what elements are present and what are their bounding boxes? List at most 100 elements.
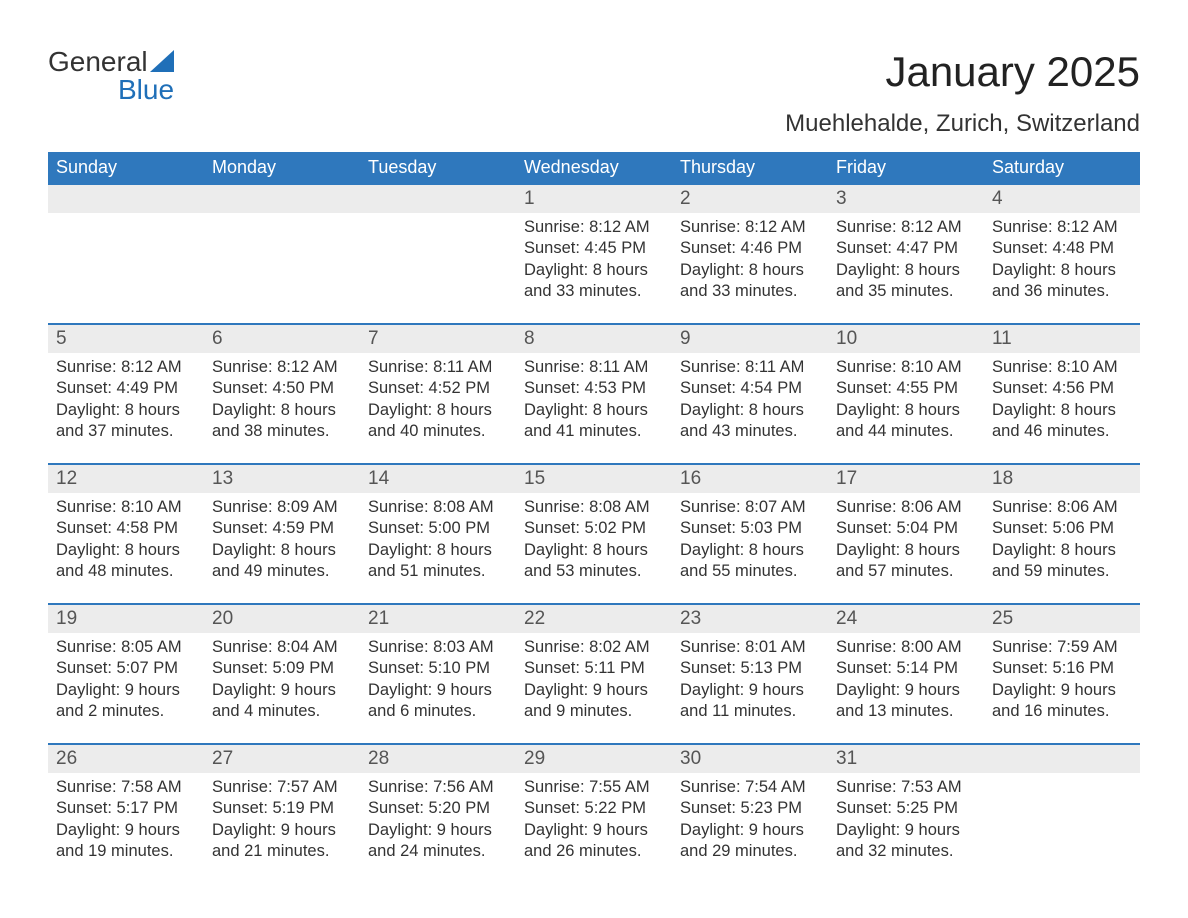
sunrise-text: Sunrise: 8:06 AM <box>836 497 976 518</box>
day-data: Sunrise: 8:10 AMSunset: 4:55 PMDaylight:… <box>828 353 984 453</box>
daylight-line2: and 26 minutes. <box>524 841 664 862</box>
day-number: 4 <box>984 185 1140 213</box>
sunset-text: Sunset: 5:19 PM <box>212 798 352 819</box>
day-data: Sunrise: 8:02 AMSunset: 5:11 PMDaylight:… <box>516 633 672 733</box>
day-number: 21 <box>360 605 516 633</box>
day-number: 16 <box>672 465 828 493</box>
daylight-line2: and 33 minutes. <box>524 281 664 302</box>
day-number: 2 <box>672 185 828 213</box>
daylight-line1: Daylight: 9 hours <box>368 680 508 701</box>
sunrise-text: Sunrise: 8:05 AM <box>56 637 196 658</box>
day-number: 28 <box>360 745 516 773</box>
day-cell: 28Sunrise: 7:56 AMSunset: 5:20 PMDayligh… <box>360 743 516 883</box>
day-cell: 12Sunrise: 8:10 AMSunset: 4:58 PMDayligh… <box>48 463 204 603</box>
day-header: Thursday <box>672 152 828 183</box>
day-cell <box>360 183 516 323</box>
day-data: Sunrise: 8:04 AMSunset: 5:09 PMDaylight:… <box>204 633 360 733</box>
day-data: Sunrise: 8:11 AMSunset: 4:54 PMDaylight:… <box>672 353 828 453</box>
sunset-text: Sunset: 4:53 PM <box>524 378 664 399</box>
day-data: Sunrise: 8:08 AMSunset: 5:00 PMDaylight:… <box>360 493 516 593</box>
calendar-body: 1Sunrise: 8:12 AMSunset: 4:45 PMDaylight… <box>48 183 1140 883</box>
daylight-line2: and 51 minutes. <box>368 561 508 582</box>
daylight-line2: and 2 minutes. <box>56 701 196 722</box>
day-number: 29 <box>516 745 672 773</box>
daylight-line1: Daylight: 8 hours <box>524 540 664 561</box>
daynum-bar-empty <box>204 183 360 213</box>
sunset-text: Sunset: 5:03 PM <box>680 518 820 539</box>
sunrise-text: Sunrise: 8:08 AM <box>368 497 508 518</box>
day-cell: 10Sunrise: 8:10 AMSunset: 4:55 PMDayligh… <box>828 323 984 463</box>
day-data: Sunrise: 7:59 AMSunset: 5:16 PMDaylight:… <box>984 633 1140 733</box>
day-data: Sunrise: 8:00 AMSunset: 5:14 PMDaylight:… <box>828 633 984 733</box>
day-cell: 16Sunrise: 8:07 AMSunset: 5:03 PMDayligh… <box>672 463 828 603</box>
daylight-line2: and 41 minutes. <box>524 421 664 442</box>
daylight-line1: Daylight: 8 hours <box>368 540 508 561</box>
daylight-line1: Daylight: 9 hours <box>992 680 1132 701</box>
brand-word1: General <box>48 48 148 76</box>
daylight-line2: and 48 minutes. <box>56 561 196 582</box>
day-cell: 5Sunrise: 8:12 AMSunset: 4:49 PMDaylight… <box>48 323 204 463</box>
day-number: 12 <box>48 465 204 493</box>
daylight-line1: Daylight: 9 hours <box>836 820 976 841</box>
daylight-line1: Daylight: 8 hours <box>368 400 508 421</box>
sunset-text: Sunset: 4:49 PM <box>56 378 196 399</box>
day-number: 3 <box>828 185 984 213</box>
day-header-row: SundayMondayTuesdayWednesdayThursdayFrid… <box>48 152 1140 183</box>
sunrise-text: Sunrise: 8:06 AM <box>992 497 1132 518</box>
sunrise-text: Sunrise: 7:54 AM <box>680 777 820 798</box>
sunset-text: Sunset: 4:56 PM <box>992 378 1132 399</box>
day-cell: 14Sunrise: 8:08 AMSunset: 5:00 PMDayligh… <box>360 463 516 603</box>
daynum-bar: 8 <box>516 323 672 353</box>
day-data: Sunrise: 8:09 AMSunset: 4:59 PMDaylight:… <box>204 493 360 593</box>
day-number: 7 <box>360 325 516 353</box>
daylight-line2: and 36 minutes. <box>992 281 1132 302</box>
daynum-bar: 16 <box>672 463 828 493</box>
sunset-text: Sunset: 5:04 PM <box>836 518 976 539</box>
sunrise-text: Sunrise: 8:07 AM <box>680 497 820 518</box>
day-data: Sunrise: 8:06 AMSunset: 5:06 PMDaylight:… <box>984 493 1140 593</box>
daylight-line2: and 38 minutes. <box>212 421 352 442</box>
day-number: 17 <box>828 465 984 493</box>
day-data: Sunrise: 8:12 AMSunset: 4:45 PMDaylight:… <box>516 213 672 313</box>
day-header: Sunday <box>48 152 204 183</box>
day-cell: 19Sunrise: 8:05 AMSunset: 5:07 PMDayligh… <box>48 603 204 743</box>
daynum-bar: 13 <box>204 463 360 493</box>
day-header: Wednesday <box>516 152 672 183</box>
day-number: 13 <box>204 465 360 493</box>
daynum-bar-empty <box>360 183 516 213</box>
daynum-bar: 25 <box>984 603 1140 633</box>
sunrise-text: Sunrise: 7:57 AM <box>212 777 352 798</box>
sunrise-text: Sunrise: 8:12 AM <box>56 357 196 378</box>
daylight-line1: Daylight: 8 hours <box>524 260 664 281</box>
day-number: 20 <box>204 605 360 633</box>
sunrise-text: Sunrise: 7:55 AM <box>524 777 664 798</box>
day-cell: 20Sunrise: 8:04 AMSunset: 5:09 PMDayligh… <box>204 603 360 743</box>
daynum-bar: 31 <box>828 743 984 773</box>
day-header: Saturday <box>984 152 1140 183</box>
sunrise-text: Sunrise: 7:53 AM <box>836 777 976 798</box>
day-data: Sunrise: 8:12 AMSunset: 4:47 PMDaylight:… <box>828 213 984 313</box>
daylight-line2: and 46 minutes. <box>992 421 1132 442</box>
brand-word2: Blue <box>118 76 180 104</box>
daynum-bar: 14 <box>360 463 516 493</box>
daylight-line1: Daylight: 8 hours <box>56 540 196 561</box>
sunrise-text: Sunrise: 8:02 AM <box>524 637 664 658</box>
day-number: 11 <box>984 325 1140 353</box>
daynum-bar: 24 <box>828 603 984 633</box>
sunset-text: Sunset: 4:45 PM <box>524 238 664 259</box>
day-number: 27 <box>204 745 360 773</box>
day-number: 18 <box>984 465 1140 493</box>
day-number: 14 <box>360 465 516 493</box>
day-cell: 24Sunrise: 8:00 AMSunset: 5:14 PMDayligh… <box>828 603 984 743</box>
daylight-line2: and 33 minutes. <box>680 281 820 302</box>
sunset-text: Sunset: 4:55 PM <box>836 378 976 399</box>
daylight-line2: and 13 minutes. <box>836 701 976 722</box>
day-data: Sunrise: 7:57 AMSunset: 5:19 PMDaylight:… <box>204 773 360 873</box>
daylight-line1: Daylight: 8 hours <box>680 400 820 421</box>
sunrise-text: Sunrise: 8:04 AM <box>212 637 352 658</box>
sunrise-text: Sunrise: 8:10 AM <box>56 497 196 518</box>
sunrise-text: Sunrise: 8:11 AM <box>524 357 664 378</box>
daylight-line2: and 24 minutes. <box>368 841 508 862</box>
day-data: Sunrise: 7:53 AMSunset: 5:25 PMDaylight:… <box>828 773 984 873</box>
daynum-bar: 4 <box>984 183 1140 213</box>
